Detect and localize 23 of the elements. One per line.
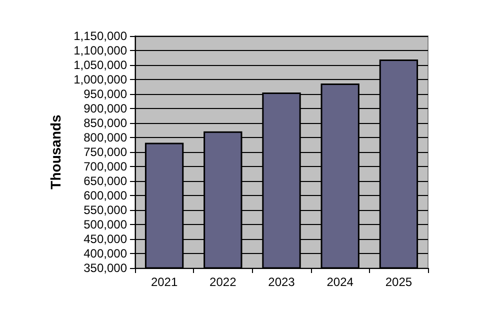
x-tick-label: 2025 <box>385 275 412 289</box>
y-tick-label: 350,000 <box>84 261 128 275</box>
x-tick-label: 2021 <box>150 275 178 289</box>
y-tick-label: 400,000 <box>84 246 128 260</box>
y-tick-label: 650,000 <box>84 174 128 188</box>
y-axis-title: Thousands <box>48 114 64 190</box>
y-tick-label: 900,000 <box>84 102 128 116</box>
y-tick-label: 850,000 <box>84 116 128 130</box>
y-tick-label: 1,000,000 <box>74 72 128 86</box>
x-tick-label: 2024 <box>326 275 354 289</box>
y-tick-label: 1,150,000 <box>74 29 128 43</box>
y-tick-label: 1,050,000 <box>74 58 128 72</box>
y-tick-label: 800,000 <box>84 130 128 144</box>
y-tick-label: 500,000 <box>84 218 128 232</box>
y-tick-label: 1,100,000 <box>74 44 128 58</box>
y-tick-label: 950,000 <box>84 87 128 101</box>
x-tick-label: 2022 <box>210 275 237 289</box>
y-tick-label: 750,000 <box>84 145 128 159</box>
y-tick-label: 550,000 <box>84 203 128 217</box>
y-tick-label: 600,000 <box>84 188 128 202</box>
x-tick-label: 2023 <box>268 275 296 289</box>
y-tick-label: 700,000 <box>84 160 128 174</box>
y-tick-label: 450,000 <box>84 232 128 246</box>
